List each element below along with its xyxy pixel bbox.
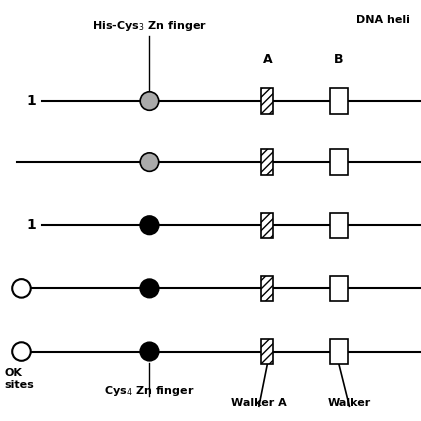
- Bar: [330, 88, 348, 114]
- Bar: [261, 88, 273, 114]
- Bar: [261, 149, 273, 175]
- Bar: [330, 213, 348, 238]
- Circle shape: [140, 92, 159, 110]
- Circle shape: [12, 342, 31, 361]
- Text: sites: sites: [4, 380, 34, 390]
- Bar: [261, 276, 273, 301]
- Circle shape: [140, 342, 159, 361]
- Bar: [330, 149, 348, 175]
- Bar: [330, 276, 348, 301]
- Text: Walker A: Walker A: [231, 398, 287, 408]
- Text: OK: OK: [4, 368, 22, 378]
- Text: Walker: Walker: [328, 398, 371, 408]
- Bar: [261, 339, 273, 364]
- Bar: [261, 213, 273, 238]
- Circle shape: [140, 216, 159, 234]
- Text: 1: 1: [26, 218, 36, 232]
- Text: DNA heli: DNA heli: [356, 15, 410, 25]
- Text: His-Cys$_3$ Zn finger: His-Cys$_3$ Zn finger: [92, 19, 207, 33]
- Circle shape: [12, 279, 31, 298]
- Circle shape: [140, 279, 159, 298]
- Text: 1: 1: [26, 94, 36, 108]
- Text: Cys$_4$ Zn finger: Cys$_4$ Zn finger: [104, 384, 195, 398]
- Bar: [330, 339, 348, 364]
- Text: A: A: [263, 53, 272, 66]
- Text: B: B: [334, 53, 344, 66]
- Circle shape: [140, 153, 159, 171]
